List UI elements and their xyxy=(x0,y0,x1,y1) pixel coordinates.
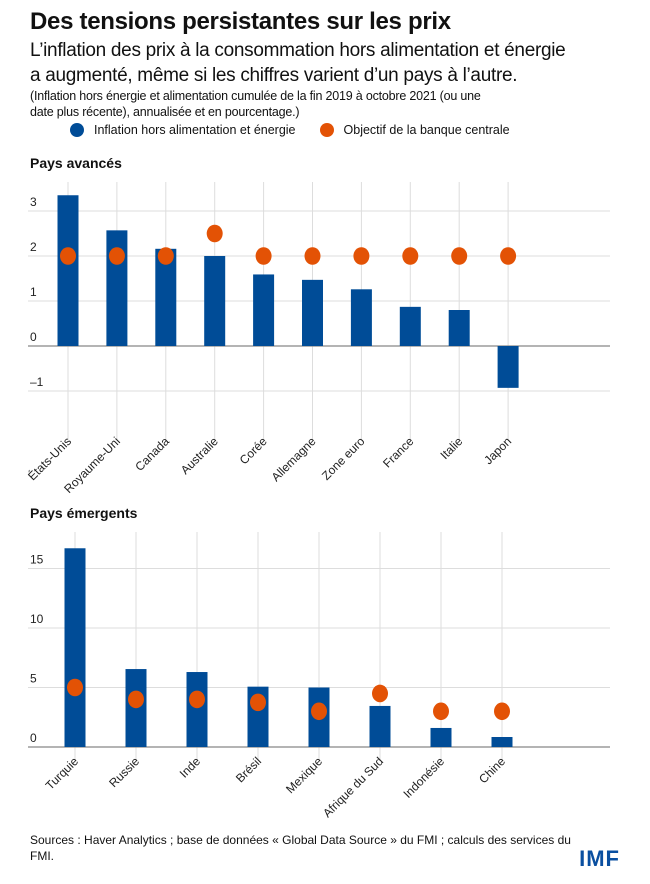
bar xyxy=(253,274,275,346)
y-tick-label: 5 xyxy=(30,672,37,686)
target-dot xyxy=(60,247,76,265)
bar xyxy=(497,346,519,388)
note-line2: date plus récente), annualisée et en pou… xyxy=(30,105,300,119)
legend-bar-swatch xyxy=(70,123,84,137)
bar xyxy=(155,248,177,346)
x-tick-label: Turquie xyxy=(43,754,82,793)
panel-title-emerging: Pays émergents xyxy=(30,505,138,521)
bar xyxy=(186,672,208,747)
x-tick-label: Russie xyxy=(106,754,142,790)
chart-title: Des tensions persistantes sur les prix xyxy=(30,8,451,35)
bar xyxy=(399,306,421,346)
target-dot xyxy=(157,247,174,265)
y-tick-label: 10 xyxy=(30,612,44,626)
imf-logo: IMF xyxy=(579,846,620,871)
legend: Inflation hors alimentation et énergie O… xyxy=(70,123,510,137)
target-dot xyxy=(128,690,144,709)
target-dot xyxy=(189,690,205,709)
target-dot xyxy=(206,224,223,243)
y-tick-label: –1 xyxy=(30,375,44,389)
y-tick-label: 2 xyxy=(30,240,37,254)
note-line1: (Inflation hors énergie et alimentation … xyxy=(30,89,481,103)
y-tick-label: 15 xyxy=(30,553,44,567)
target-dot xyxy=(500,247,517,265)
x-tick-label: Brésil xyxy=(233,754,264,785)
bar xyxy=(430,727,452,747)
y-tick-label: 0 xyxy=(30,731,37,745)
x-tick-label: Afrique du Sud xyxy=(320,754,386,820)
x-tick-label: Mexique xyxy=(283,754,325,796)
target-dot xyxy=(402,247,419,265)
target-dot xyxy=(451,247,468,265)
bar xyxy=(448,310,470,346)
bar xyxy=(204,256,226,346)
target-dot xyxy=(311,702,327,721)
bar xyxy=(302,279,323,346)
x-tick-label: Inde xyxy=(177,754,204,781)
target-dot xyxy=(255,247,272,265)
legend-label-inflation: Inflation hors alimentation et énergie xyxy=(94,123,296,137)
bar xyxy=(57,195,79,346)
target-dot xyxy=(108,247,125,265)
x-tick-label: Indonésie xyxy=(400,754,447,801)
bar xyxy=(491,737,513,747)
target-dot xyxy=(372,684,388,703)
sources-note: Sources : Haver Analytics ; base de donn… xyxy=(30,833,571,863)
target-dot xyxy=(304,247,321,265)
subtitle-line2: a augmenté, même si les chiffres varient… xyxy=(30,65,518,86)
bar xyxy=(64,548,86,747)
bar xyxy=(369,705,391,747)
y-tick-label: 3 xyxy=(30,195,37,209)
bar xyxy=(350,289,372,346)
target-dot xyxy=(494,702,510,721)
target-dot xyxy=(250,693,266,712)
legend-label-target: Objectif de la banque centrale xyxy=(343,123,510,137)
panel-title-advanced: Pays avancés xyxy=(30,155,122,171)
y-tick-label: 0 xyxy=(30,330,37,344)
legend-dot-swatch xyxy=(319,123,334,137)
target-dot xyxy=(433,702,449,721)
target-dot xyxy=(353,247,370,265)
x-tick-label: Chine xyxy=(476,754,508,786)
target-dot xyxy=(67,678,83,697)
subtitle-line1: L’inflation des prix à la consommation h… xyxy=(30,40,566,61)
y-tick-label: 1 xyxy=(30,285,37,299)
